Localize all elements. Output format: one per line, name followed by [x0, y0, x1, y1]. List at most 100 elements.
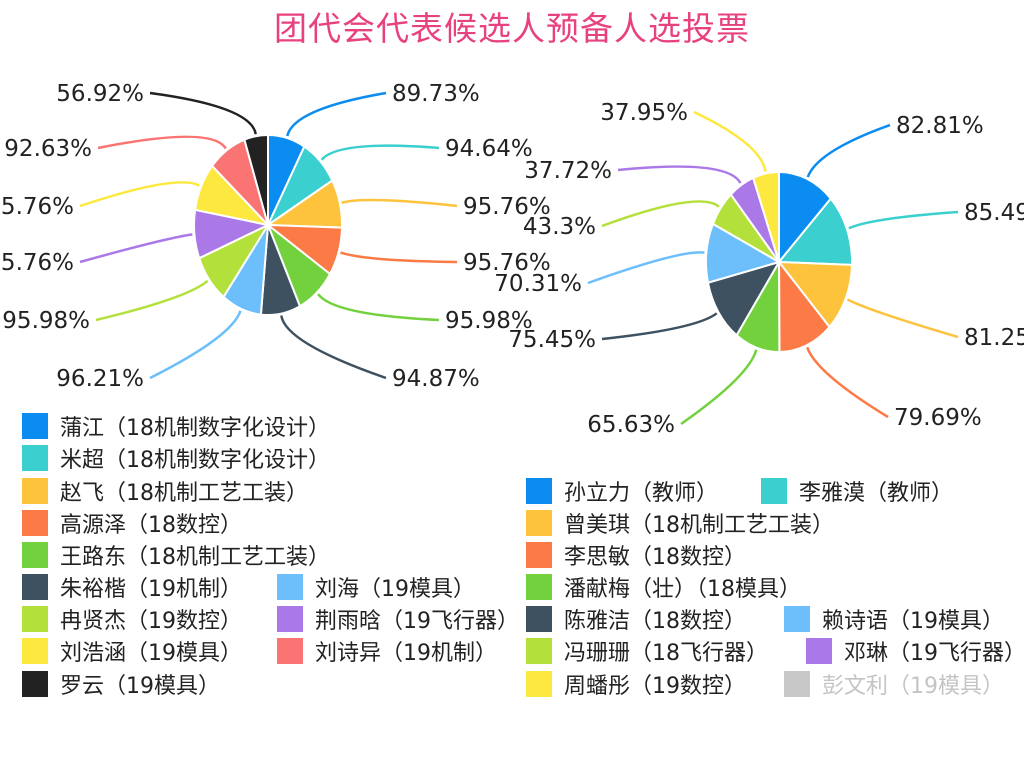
data-label: 37.72% — [524, 158, 612, 184]
pie-slice — [778, 170, 833, 265]
leader-line — [320, 144, 440, 161]
leader-line — [149, 91, 257, 135]
legend-swatch — [784, 671, 810, 697]
legend-label: 赵飞（18机制工艺工装） — [60, 481, 308, 506]
legend-swatch — [526, 542, 552, 568]
legend-item: 刘诗异（19机制） — [277, 637, 497, 666]
data-label: 75.45% — [508, 327, 596, 353]
data-label: 94.87% — [392, 366, 480, 392]
leader-line — [680, 349, 758, 426]
legend-swatch — [22, 413, 48, 439]
pie-slice — [777, 259, 831, 354]
leader-line — [341, 198, 458, 208]
leader-line — [617, 165, 742, 184]
pie-slice — [706, 260, 782, 337]
legend-label: 荆雨晗（19飞行器） — [315, 609, 519, 634]
legend-swatch — [22, 478, 48, 504]
data-label: 95.98% — [2, 308, 90, 334]
legend-label: 高源泽（18数控） — [60, 513, 242, 538]
data-label: 92.63% — [4, 136, 92, 162]
legend-swatch — [526, 510, 552, 536]
leader-line — [806, 123, 891, 178]
data-label: 37.95% — [600, 100, 688, 126]
data-label: 95.76% — [463, 250, 551, 276]
data-label: 95.76% — [0, 250, 74, 276]
data-label: 79.69% — [894, 405, 982, 431]
legend-label: 冯珊珊（18飞行器） — [564, 641, 768, 666]
legend-item: 刘海（19模具） — [277, 573, 475, 602]
data-label: 96.21% — [56, 366, 144, 392]
legend-label: 罗云（19模具） — [60, 674, 220, 699]
legend-item: 李雅漠（教师） — [761, 477, 953, 506]
legend-label: 孙立力（教师） — [564, 481, 719, 506]
legend-swatch — [761, 478, 787, 504]
leader-line — [79, 181, 200, 208]
legend-item: 王路东（18机制工艺工装） — [22, 541, 330, 570]
pie-slice — [776, 197, 854, 266]
legend-swatch — [277, 638, 303, 664]
legend-item: 荆雨晗（19飞行器） — [277, 605, 519, 634]
legend-label: 刘海（19模具） — [315, 577, 475, 602]
legend-item: 邓琳（19飞行器） — [806, 637, 1024, 666]
legend-item: 朱裕楷（19机制） — [22, 573, 242, 602]
legend-swatch — [526, 606, 552, 632]
legend-label: 王路东（18机制工艺工装） — [60, 545, 330, 570]
legend-item: 冉贤杰（19数控） — [22, 605, 242, 634]
legend-swatch — [277, 574, 303, 600]
data-label: 85.49% — [964, 200, 1024, 226]
pie-slice — [243, 133, 269, 226]
legend-swatch — [526, 478, 552, 504]
data-label: 89.73% — [392, 81, 480, 107]
leader-line — [95, 279, 209, 322]
legend-label: 赖诗语（19模具） — [822, 609, 1004, 634]
data-label: 94.64% — [445, 136, 533, 162]
leader-line — [587, 251, 705, 285]
legend-item: 赖诗语（19模具） — [784, 605, 1004, 634]
legend-label: 潘献梅（壮）（18模具） — [564, 577, 801, 602]
legend-swatch — [526, 638, 552, 664]
legend-swatch — [22, 606, 48, 632]
legend-label: 蒲江（18机制数字化设计） — [60, 416, 330, 441]
leader-line — [806, 346, 889, 419]
pie-slice — [776, 260, 854, 329]
legend-swatch — [806, 638, 832, 664]
legend-item: 李思敏（18数控） — [526, 541, 746, 570]
leader-line — [286, 91, 387, 137]
leader-line — [693, 110, 767, 172]
legend-item: 曾美琪（18机制工艺工装） — [526, 509, 834, 538]
leader-line — [340, 251, 458, 264]
legend-label: 曾美琪（18机制工艺工装） — [564, 513, 834, 538]
legend-swatch — [784, 606, 810, 632]
legend-label: 李思敏（18数控） — [564, 545, 746, 570]
leader-line — [601, 200, 720, 228]
legend-item: 冯珊珊（18飞行器） — [526, 637, 768, 666]
legend-swatch — [22, 542, 48, 568]
legend-label: 刘浩涵（19模具） — [60, 641, 242, 666]
legend-item: 彭文利（19模具） — [784, 670, 1004, 699]
legend-item: 潘献梅（壮）（18模具） — [526, 573, 801, 602]
data-label: 65.63% — [587, 412, 675, 438]
pie-slice — [751, 170, 780, 263]
legend-item: 米超（18机制数字化设计） — [22, 444, 330, 473]
data-label: 56.92% — [56, 81, 144, 107]
data-label: 82.81% — [896, 113, 984, 139]
data-label: 95.76% — [463, 194, 551, 220]
legend-label: 米超（18机制数字化设计） — [60, 448, 330, 473]
leader-line — [317, 293, 440, 322]
leader-line — [149, 310, 242, 380]
data-label: 95.98% — [445, 308, 533, 334]
leader-line — [601, 312, 718, 341]
legend-label: 朱裕楷（19机制） — [60, 577, 242, 602]
legend-swatch — [526, 671, 552, 697]
leader-line — [846, 298, 959, 339]
legend-item: 孙立力（教师） — [526, 477, 719, 506]
leader-line — [848, 210, 959, 230]
legend-item: 周蟠彤（19数控） — [526, 670, 746, 699]
legend-label: 刘诗异（19机制） — [315, 641, 497, 666]
legend-item: 陈雅洁（18数控） — [526, 605, 746, 634]
data-label: 95.76% — [0, 194, 74, 220]
leader-line — [97, 135, 227, 150]
legend-swatch — [22, 510, 48, 536]
legend-swatch — [22, 671, 48, 697]
legend-swatch — [526, 574, 552, 600]
